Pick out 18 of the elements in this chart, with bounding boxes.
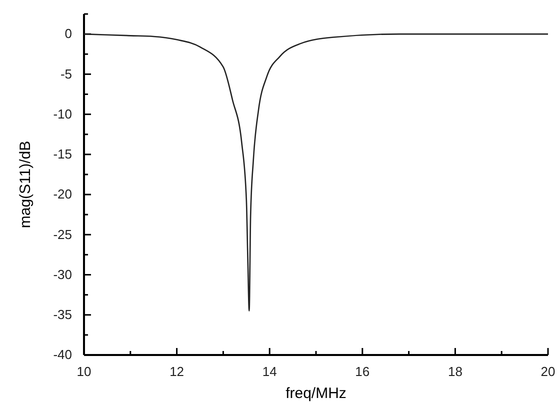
y-tick-label: -15 — [53, 146, 72, 162]
y-tick-label: -40 — [53, 347, 72, 362]
x-axis-title: freq/MHz — [286, 385, 346, 402]
x-tick-label: 10 — [76, 364, 92, 380]
y-tick-label: -10 — [53, 106, 72, 122]
y-tick-label: -25 — [53, 226, 72, 242]
y-tick-label: -20 — [53, 186, 72, 202]
y-tick-label: 0 — [64, 26, 72, 42]
x-tick-label: 20 — [540, 364, 556, 380]
x-tick-label: 14 — [262, 364, 277, 380]
x-tick-label: 18 — [448, 364, 462, 380]
y-tick-label: -30 — [53, 266, 72, 282]
x-tick-label: 12 — [170, 364, 184, 380]
y-tick-label: -35 — [53, 307, 72, 322]
x-tick-label: 16 — [355, 364, 370, 380]
y-axis-title: mag(S11)/dB — [17, 140, 34, 228]
y-tick-label: -5 — [60, 66, 72, 82]
line-series — [83, 33, 549, 312]
